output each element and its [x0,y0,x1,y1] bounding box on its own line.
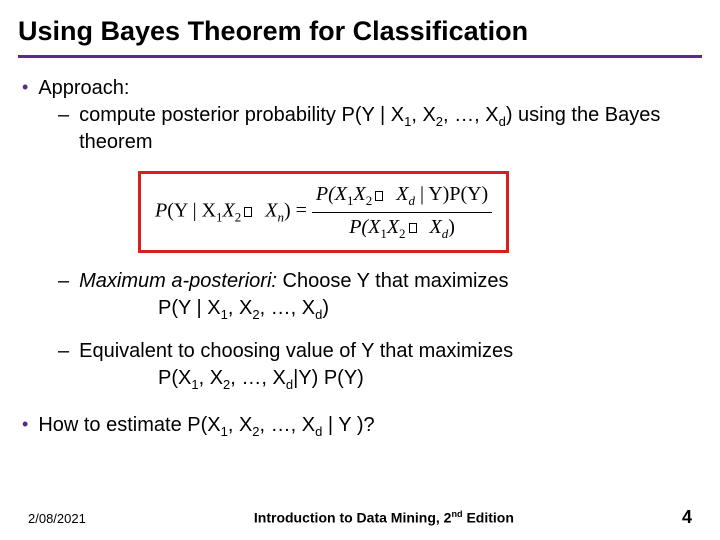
denominator: P(X1X2 Xd) [312,213,492,242]
slide-footer: 2/08/2021 Introduction to Data Mining, 2… [0,507,720,528]
bullet-text: How to estimate P(X1, X2, …, Xd | Y )? [38,413,374,440]
subbullet-equiv-cont: P(X1, X2, …, Xd|Y) P(Y) [158,366,702,393]
subbullet-map: – Maximum a-posteriori: Choose Y that ma… [58,269,702,294]
subbullet-text: Maximum a-posteriori: Choose Y that maxi… [79,269,508,294]
footer-title: Introduction to Data Mining, 2nd Edition [254,509,514,526]
bullet-howto: • How to estimate P(X1, X2, …, Xd | Y )? [22,413,702,440]
subbullet-equiv: – Equivalent to choosing value of Y that… [58,339,702,364]
content-area: • Approach: – compute posterior probabil… [18,76,702,441]
bullet-icon: • [22,413,28,440]
fraction: P(X1X2 Xd | Y)P(Y)P(X1X2 Xd) [312,182,492,242]
bullet-approach: • Approach: [22,76,702,101]
subbullet-text: Equivalent to choosing value of Y that m… [79,339,513,364]
ellipsis-box-icon [375,191,383,201]
bullet-icon: • [22,76,28,101]
slide-title: Using Bayes Theorem for Classification [18,12,702,53]
footer-page-number: 4 [682,507,692,528]
subbullet-compute: – compute posterior probability P(Y | X1… [58,103,702,155]
formula-container: P(Y | X1X2 Xn) = P(X1X2 Xd | Y)P(Y)P(X1X… [138,171,702,253]
subbullet-map-cont: P(Y | X1, X2, …, Xd) [158,296,702,323]
subbullet-text: compute posterior probability P(Y | X1, … [79,103,702,155]
footer-date: 2/08/2021 [28,511,86,526]
numerator: P(X1X2 Xd | Y)P(Y) [312,182,492,212]
slide: Using Bayes Theorem for Classification •… [0,0,720,540]
ellipsis-box-icon [244,207,252,217]
bayes-formula-box: P(Y | X1X2 Xn) = P(X1X2 Xd | Y)P(Y)P(X1X… [138,171,509,253]
dash-icon: – [58,269,69,294]
bullet-text: Approach: [38,76,129,101]
ellipsis-box-icon [409,223,417,233]
dash-icon: – [58,339,69,364]
dash-icon: – [58,103,69,155]
title-underline [18,55,702,58]
